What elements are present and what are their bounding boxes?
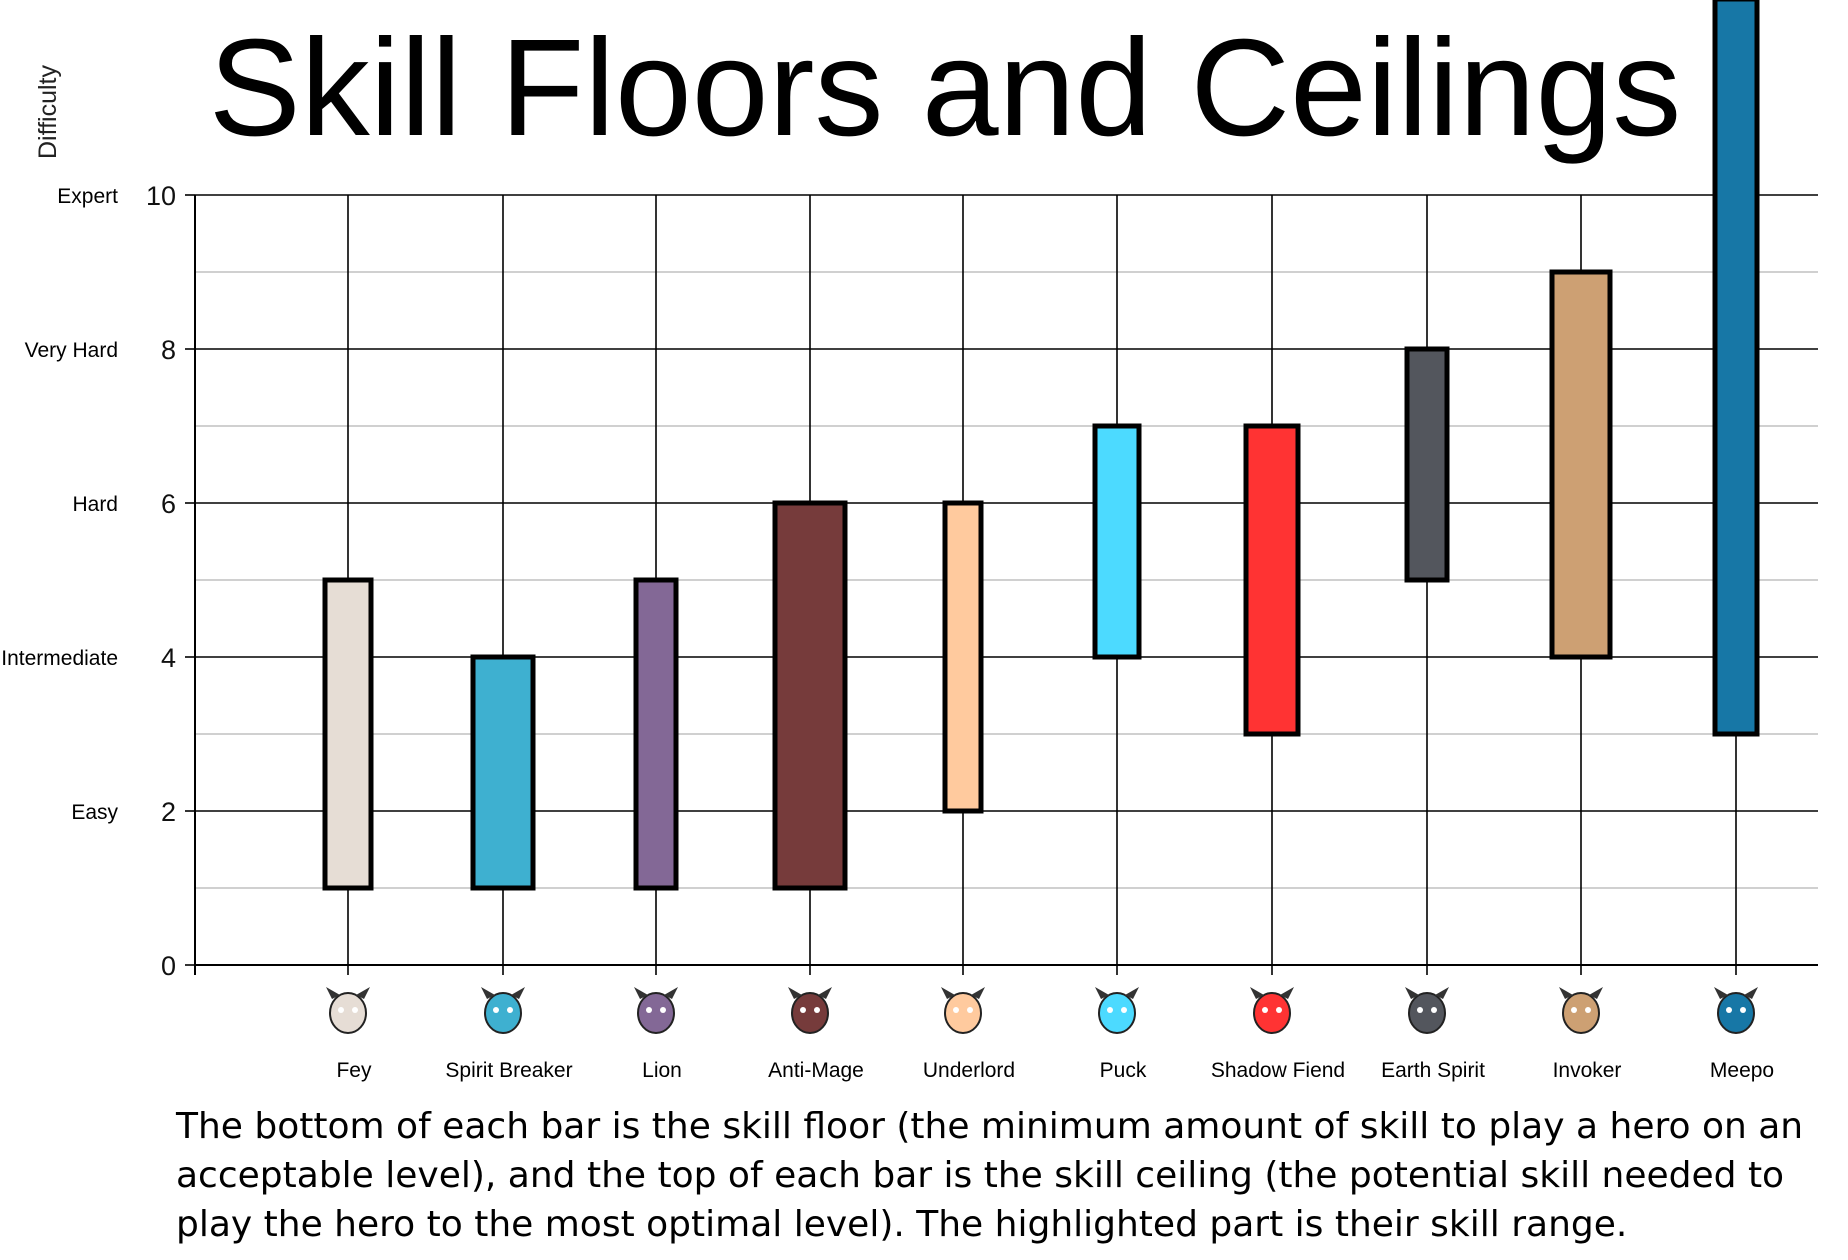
spirit-breaker-portrait-icon[interactable] <box>481 987 525 1034</box>
hero-portrait-eye <box>1262 1007 1268 1013</box>
hero-portrait-face <box>1562 992 1600 1034</box>
hero-portrait-face <box>637 992 675 1034</box>
hero-portrait-horns <box>1250 987 1294 999</box>
hero-portrait-eye <box>352 1007 358 1013</box>
y-tick-label: 2 <box>161 797 176 827</box>
invoker-portrait-icon[interactable] <box>1559 987 1603 1034</box>
x-tick-label: Shadow Fiend <box>1211 1059 1345 1082</box>
y-tick-label: 6 <box>161 489 176 519</box>
x-tick-label: Anti-Mage <box>768 1059 864 1082</box>
x-tick-label: Underlord <box>923 1059 1015 1082</box>
bar-shadow-fiend <box>1243 423 1301 737</box>
hero-portrait-eye <box>338 1007 344 1013</box>
hero-portrait-eye <box>1121 1007 1127 1013</box>
hero-portrait-eye <box>953 1007 959 1013</box>
meepo-portrait-icon[interactable] <box>1714 987 1758 1034</box>
hero-portrait-face <box>1253 992 1291 1034</box>
hero-portrait-horns <box>788 987 832 999</box>
fey-portrait-icon[interactable] <box>326 987 370 1034</box>
hero-portrait-eye <box>660 1007 666 1013</box>
hero-icons <box>326 987 1758 1034</box>
hero-portrait-eye <box>1740 1007 1746 1013</box>
x-tick-label: Spirit Breaker <box>445 1059 572 1082</box>
y-axis: 0 2 4 6 8 10 <box>146 181 1818 981</box>
hero-portrait-horns <box>1559 987 1603 999</box>
chart-footnote: The bottom of each bar is the skill floo… <box>176 1106 1804 1245</box>
bar-underlord <box>942 500 984 814</box>
x-tick-label: Earth Spirit <box>1381 1059 1485 1082</box>
chart-title: Skill Floors and Ceilings <box>209 11 1682 165</box>
hero-portrait-face <box>791 992 829 1034</box>
hero-portrait-eye <box>967 1007 973 1013</box>
hero-portrait-eye <box>1431 1007 1437 1013</box>
hero-portrait-eye <box>1571 1007 1577 1013</box>
hero-portrait-eye <box>800 1007 806 1013</box>
hero-portrait-face <box>484 992 522 1034</box>
y-tick-label: 0 <box>161 951 176 981</box>
hero-portrait-horns <box>326 987 370 999</box>
hero-portrait-eye <box>646 1007 652 1013</box>
bar-puck <box>1092 423 1142 660</box>
difficulty-levels: Easy Intermediate Hard Very Hard Expert <box>1 185 118 824</box>
hero-portrait-face <box>329 992 367 1034</box>
hero-portrait-eye <box>1585 1007 1591 1013</box>
hero-portrait-face <box>944 992 982 1034</box>
earth-spirit-portrait-icon[interactable] <box>1405 987 1449 1034</box>
y-tick-label: 10 <box>146 181 176 211</box>
x-tick-label: Fey <box>336 1059 372 1082</box>
hero-portrait-eye <box>814 1007 820 1013</box>
hero-portrait-eye <box>1726 1007 1732 1013</box>
difficulty-level-label: Intermediate <box>1 647 118 670</box>
anti-mage-portrait-icon[interactable] <box>788 987 832 1034</box>
x-tick-label: Meepo <box>1710 1059 1774 1082</box>
hero-portrait-eye <box>507 1007 513 1013</box>
puck-portrait-icon[interactable] <box>1095 987 1139 1034</box>
bar-earth-spirit <box>1404 346 1450 583</box>
x-tick-label: Lion <box>642 1059 682 1082</box>
hero-portrait-horns <box>941 987 985 999</box>
bar-anti-mage <box>772 500 848 891</box>
hero-portrait-eye <box>493 1007 499 1013</box>
x-axis-labels: Fey Spirit Breaker Lion Anti-Mage Underlord P… <box>336 1059 1774 1082</box>
bar-invoker <box>1549 269 1613 660</box>
hero-portrait-horns <box>1405 987 1449 999</box>
x-tick-label: Invoker <box>1553 1059 1622 1082</box>
difficulty-level-label: Very Hard <box>25 339 118 362</box>
y-axis-label: Difficulty <box>34 65 62 160</box>
hero-portrait-horns <box>481 987 525 999</box>
difficulty-level-label: Hard <box>72 493 118 516</box>
hero-portrait-horns <box>634 987 678 999</box>
hero-portrait-eye <box>1107 1007 1113 1013</box>
hero-portrait-face <box>1408 992 1446 1034</box>
skill-chart: Skill Floors and Ceilings Difficulty 0 2 4… <box>1 0 1818 1082</box>
y-tick-label: 8 <box>161 335 176 365</box>
x-tick-label: Puck <box>1100 1059 1147 1082</box>
hero-portrait-eye <box>1276 1007 1282 1013</box>
bar-fey <box>322 577 374 891</box>
lion-portrait-icon[interactable] <box>634 987 678 1034</box>
underlord-portrait-icon[interactable] <box>941 987 985 1034</box>
shadow-fiend-portrait-icon[interactable] <box>1250 987 1294 1034</box>
bar-meepo <box>1712 0 1760 737</box>
hero-portrait-eye <box>1417 1007 1423 1013</box>
bars <box>322 0 1760 891</box>
hero-portrait-horns <box>1095 987 1139 999</box>
hero-portrait-horns <box>1714 987 1758 999</box>
difficulty-level-label: Easy <box>71 801 118 824</box>
bar-lion <box>633 577 679 891</box>
hero-portrait-face <box>1717 992 1755 1034</box>
difficulty-level-label: Expert <box>57 185 118 208</box>
hero-portrait-face <box>1098 992 1136 1034</box>
bar-spirit-breaker <box>470 654 536 891</box>
y-tick-label: 4 <box>161 643 176 673</box>
